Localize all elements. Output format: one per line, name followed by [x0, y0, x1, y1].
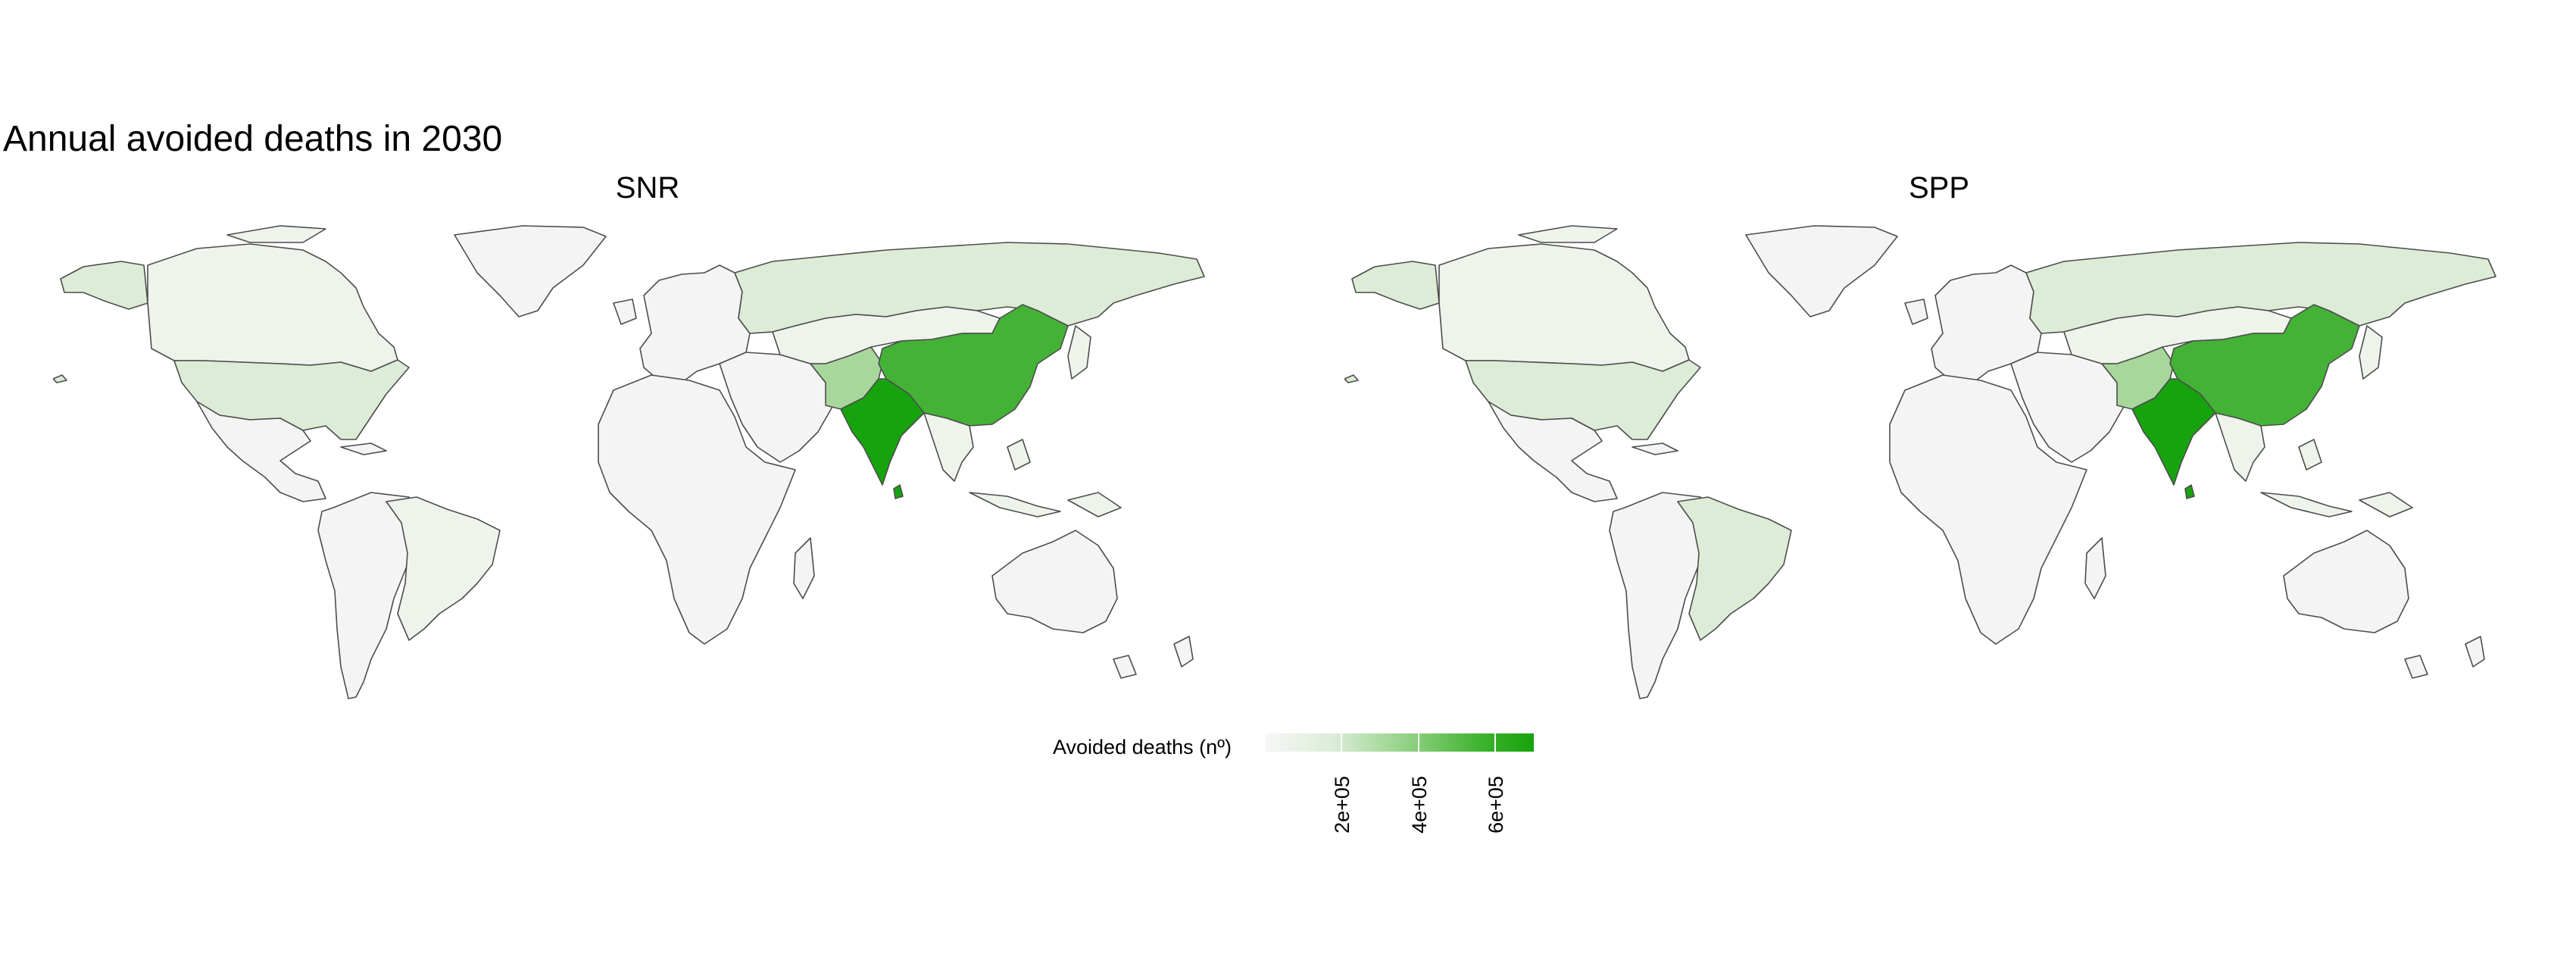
region-africa [1889, 374, 2106, 645]
legend-tick-mark [1494, 733, 1497, 752]
legend-tick-label: 4e+05 [1407, 776, 1431, 833]
region-brazil [1677, 496, 1792, 641]
panel-title-snr: SNR [615, 171, 680, 205]
region-north-america [147, 225, 398, 372]
region-australia [991, 530, 1194, 679]
legend-tick-mark [1341, 733, 1343, 752]
panel-title-spp: SPP [1908, 171, 1970, 205]
region-se-asia [2215, 325, 2413, 518]
region-greenland [454, 225, 607, 317]
region-se-asia [923, 325, 1122, 518]
region-alaska [1344, 261, 1440, 383]
legend-tick-mark [1417, 733, 1419, 752]
legend-tick-label: 6e+05 [1485, 776, 1508, 833]
region-africa [598, 374, 815, 645]
map-spp [1344, 225, 2496, 699]
page-title: Annual avoided deaths in 2030 [3, 119, 503, 159]
legend-tick-label: 2e+05 [1331, 776, 1354, 833]
region-australia [2283, 530, 2485, 679]
region-alaska [53, 261, 148, 383]
legend-color-bar [1265, 733, 1534, 752]
region-greenland [1745, 225, 1898, 317]
color-legend: Avoided deaths (nº) 2e+05 4e+05 6e+05 [1053, 727, 1568, 841]
region-latin-america [196, 401, 417, 699]
region-india [2131, 378, 2216, 499]
legend-title: Avoided deaths (nº) [1053, 736, 1232, 758]
region-brazil [386, 496, 501, 641]
map-snr [53, 225, 1205, 699]
region-india [840, 378, 925, 499]
region-latin-america [1488, 401, 1709, 699]
region-north-america [1438, 225, 1690, 372]
